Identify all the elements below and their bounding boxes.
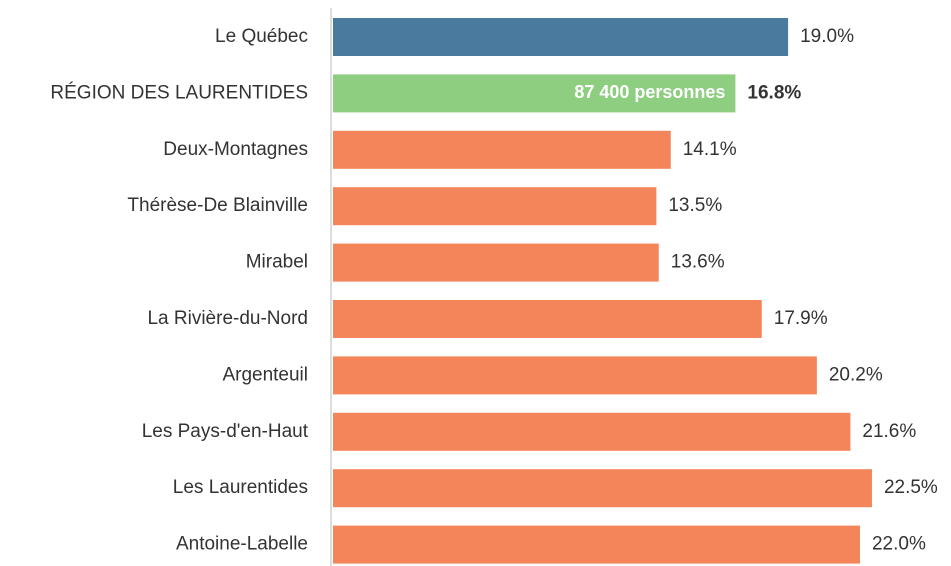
bar bbox=[333, 525, 860, 564]
bar bbox=[333, 243, 659, 282]
value-label: 13.5% bbox=[668, 195, 722, 216]
category-label: Les Laurentides bbox=[173, 477, 308, 498]
bar bbox=[333, 74, 736, 113]
bar bbox=[333, 187, 657, 226]
bar bbox=[333, 18, 789, 56]
category-label: Le Québec bbox=[215, 26, 308, 47]
bar bbox=[333, 130, 671, 169]
category-label: Mirabel bbox=[246, 252, 308, 273]
category-label: Argenteuil bbox=[222, 364, 308, 385]
category-label: Antoine-Labelle bbox=[176, 534, 308, 555]
value-label: 21.6% bbox=[862, 421, 916, 442]
value-label: 20.2% bbox=[829, 364, 883, 385]
category-label: Les Pays-d'en-Haut bbox=[142, 421, 309, 442]
value-label: 13.6% bbox=[671, 252, 725, 273]
category-label: Deux-Montagnes bbox=[163, 139, 308, 160]
category-label: Thérèse-De Blainville bbox=[127, 195, 308, 216]
bar bbox=[333, 412, 851, 451]
category-label: RÉGION DES LAURENTIDES bbox=[50, 82, 308, 103]
value-label: 22.0% bbox=[872, 534, 926, 555]
bar bbox=[333, 356, 817, 395]
value-label: 14.1% bbox=[683, 139, 737, 160]
value-label: 22.5% bbox=[884, 477, 938, 498]
bar-annotation: 87 400 personnes bbox=[574, 82, 725, 102]
category-label: La Rivière-du-Nord bbox=[147, 308, 308, 329]
bar bbox=[333, 300, 762, 338]
value-label: 16.8% bbox=[747, 82, 801, 103]
bar bbox=[333, 469, 872, 508]
value-label: 19.0% bbox=[800, 26, 854, 47]
value-label: 17.9% bbox=[774, 308, 828, 329]
